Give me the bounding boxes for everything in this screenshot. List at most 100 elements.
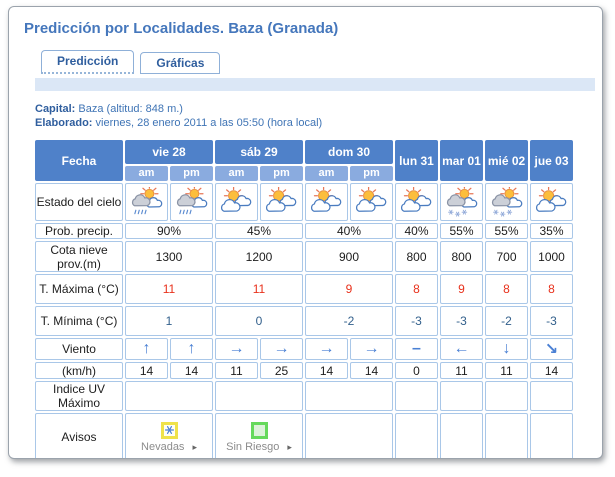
expand-arrow-icon: ▸ [192, 441, 197, 452]
pm-header: pm [260, 166, 303, 181]
kmh-value: 14 [350, 362, 393, 379]
prob-value: 45% [215, 223, 303, 239]
weather-icon [490, 184, 523, 218]
tmax-value: 8 [395, 274, 438, 304]
aviso-cell [440, 413, 483, 458]
day-header-mar01: mar 01 [440, 140, 483, 181]
aviso-cell [530, 413, 573, 458]
tmax-value: 8 [530, 274, 573, 304]
weather-icon [265, 185, 298, 218]
aviso-label: Sin Riesgo [226, 440, 280, 453]
prob-value: 55% [485, 223, 528, 239]
weather-icon [175, 184, 208, 218]
kmh-value: 14 [305, 362, 348, 379]
tmin-value: 1 [125, 306, 213, 336]
weather-icon [535, 185, 568, 218]
table-cell [440, 183, 483, 221]
wind-arrow-icon: – [395, 338, 438, 360]
cota-value: 1000 [530, 241, 573, 272]
kmh-value: 25 [260, 362, 303, 379]
table-cell [125, 183, 168, 221]
row-label-cota: Cota nieve prov.(m) [35, 241, 123, 272]
row-label-uv: Indice UV Máximo [35, 381, 123, 411]
uv-cell [125, 381, 213, 411]
wind-arrow-icon: ↑ [170, 338, 213, 360]
day-header-sab29: sáb 29 [215, 140, 303, 164]
kmh-value: 14 [530, 362, 573, 379]
aviso-cell [305, 413, 393, 458]
wind-arrow-icon: → [215, 338, 258, 360]
kmh-value: 14 [125, 362, 168, 379]
aviso-cell [395, 413, 438, 458]
prob-value: 90% [125, 223, 213, 239]
tmin-value: 0 [215, 306, 303, 336]
kmh-value: 14 [170, 362, 213, 379]
aviso-label: Nevadas [141, 440, 185, 453]
capital-line: Capital: Baza (altitud: 848 m.) [35, 102, 602, 116]
am-header: am [305, 166, 348, 181]
row-label-avisos: Avisos [35, 413, 123, 458]
day-header-jue03: jue 03 [530, 140, 573, 181]
day-header-dom30: dom 30 [305, 140, 393, 164]
aviso-cell [485, 413, 528, 458]
aviso-sin-riesgo[interactable]: Sin Riesgo ▸ [216, 421, 302, 453]
uv-cell [395, 381, 438, 411]
am-header: am [125, 166, 168, 181]
page-title: Predicción por Localidades. Baza (Granad… [24, 20, 339, 37]
table-cell [215, 183, 258, 221]
meta-block: Capital: Baza (altitud: 848 m.) Elaborad… [35, 102, 602, 130]
table-cell [530, 183, 573, 221]
prob-value: 40% [395, 223, 438, 239]
tmax-value: 9 [305, 274, 393, 304]
kmh-value: 11 [215, 362, 258, 379]
pm-header: pm [170, 166, 213, 181]
cota-value: 800 [395, 241, 438, 272]
cota-value: 800 [440, 241, 483, 272]
tab-bar: Predicción Gráficas [41, 50, 602, 74]
weather-icon [400, 185, 433, 218]
row-label-prob: Prob. precip. [35, 223, 123, 239]
am-header: am [215, 166, 258, 181]
cota-value: 700 [485, 241, 528, 272]
weather-icon [355, 185, 388, 218]
wind-arrow-icon: → [350, 338, 393, 360]
kmh-value: 11 [440, 362, 483, 379]
aviso-cell: Sin Riesgo ▸ [215, 413, 303, 458]
tmax-value: 9 [440, 274, 483, 304]
table-cell [485, 183, 528, 221]
aviso-cell: Nevadas ▸ [125, 413, 213, 458]
tmax-value: 11 [125, 274, 213, 304]
weather-icon [130, 184, 163, 218]
table-cell [170, 183, 213, 221]
cota-value: 1200 [215, 241, 303, 272]
wind-arrow-icon: ↘ [530, 338, 573, 360]
cota-value: 900 [305, 241, 393, 272]
snowflake-warning-icon [160, 421, 178, 439]
tab-prediccion[interactable]: Predicción [41, 50, 135, 74]
wind-arrow-icon: ↑ [125, 338, 168, 360]
tmin-value: -2 [305, 306, 393, 336]
subnav-band [35, 78, 595, 91]
tmax-value: 8 [485, 274, 528, 304]
prob-value: 55% [440, 223, 483, 239]
row-label-estado: Estado del cielo [35, 183, 123, 221]
tmin-value: -3 [395, 306, 438, 336]
elaborado-label: Elaborado: [35, 117, 93, 129]
forecast-table: Fecha vie 28 sáb 29 dom 30 lun 31 mar 01… [33, 138, 575, 458]
tmin-value: -2 [485, 306, 528, 336]
weather-icon [310, 185, 343, 218]
row-label-viento: Viento [35, 338, 123, 360]
tab-graficas[interactable]: Gráficas [140, 52, 221, 74]
page-window: Predicción por Localidades. Baza (Granad… [8, 6, 603, 459]
row-label-tmin: T. Mínima (°C) [35, 306, 123, 336]
expand-arrow-icon: ▸ [287, 441, 292, 452]
table-cell [260, 183, 303, 221]
day-header-lun31: lun 31 [395, 140, 438, 181]
wind-arrow-icon: ← [440, 338, 483, 360]
no-risk-square-icon [250, 421, 268, 439]
aviso-nevadas[interactable]: Nevadas ▸ [126, 421, 212, 453]
elaborado-line: Elaborado: viernes, 28 enero 2011 a las … [35, 116, 602, 130]
uv-cell [215, 381, 303, 411]
prob-value: 40% [305, 223, 393, 239]
uv-cell [440, 381, 483, 411]
